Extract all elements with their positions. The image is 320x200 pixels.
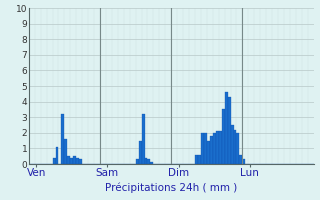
Bar bbox=[219, 131, 222, 164]
Bar bbox=[222, 109, 225, 164]
Bar bbox=[150, 162, 153, 164]
Bar bbox=[68, 156, 70, 164]
Bar bbox=[61, 114, 64, 164]
Bar bbox=[139, 141, 141, 164]
Bar bbox=[79, 159, 82, 164]
X-axis label: Précipitations 24h ( mm ): Précipitations 24h ( mm ) bbox=[105, 182, 237, 193]
Bar bbox=[73, 156, 76, 164]
Bar bbox=[216, 131, 219, 164]
Bar bbox=[210, 136, 213, 164]
Bar bbox=[148, 159, 150, 164]
Bar bbox=[64, 139, 68, 164]
Bar bbox=[145, 158, 148, 164]
Bar bbox=[236, 133, 239, 164]
Bar bbox=[76, 158, 79, 164]
Bar bbox=[228, 97, 230, 164]
Bar bbox=[136, 159, 139, 164]
Bar bbox=[70, 158, 73, 164]
Bar bbox=[239, 155, 243, 164]
Bar bbox=[55, 147, 59, 164]
Bar bbox=[230, 125, 234, 164]
Bar bbox=[234, 130, 236, 164]
Bar bbox=[213, 133, 216, 164]
Bar bbox=[204, 133, 207, 164]
Bar bbox=[198, 155, 201, 164]
Bar bbox=[207, 141, 210, 164]
Bar bbox=[225, 92, 228, 164]
Bar bbox=[201, 133, 204, 164]
Bar bbox=[52, 158, 55, 164]
Bar bbox=[141, 114, 145, 164]
Bar bbox=[243, 159, 245, 164]
Bar bbox=[195, 155, 198, 164]
